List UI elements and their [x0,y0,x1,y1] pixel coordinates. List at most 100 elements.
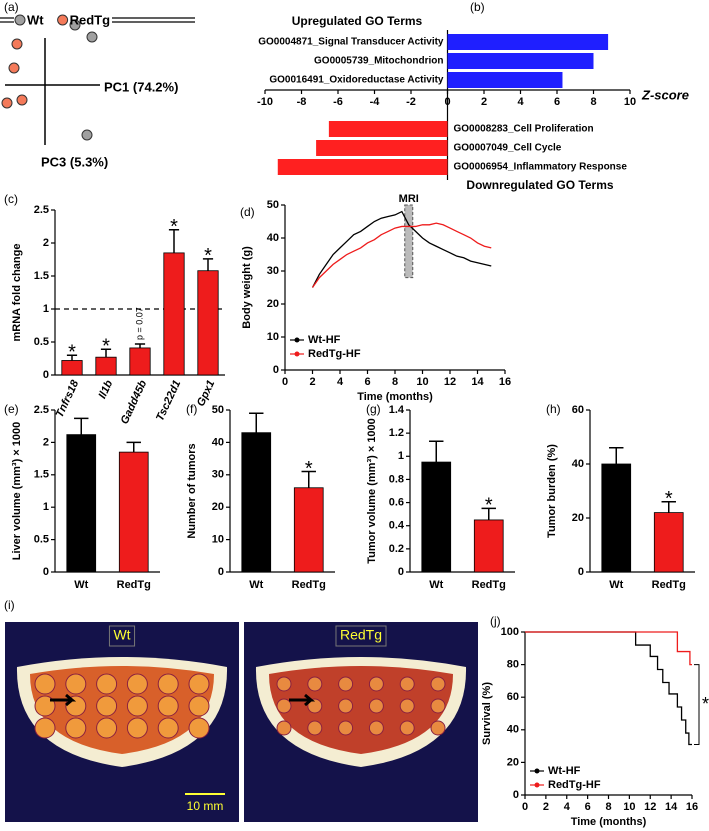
y-tick-label: 0 [218,566,224,578]
x-tick-label: 6 [364,376,370,388]
y-tick-label: 2.5 [34,204,49,216]
y-tick-label: 20 [212,501,224,513]
annotation: * [102,336,110,358]
y-tick-label: 1.2 [389,427,404,439]
y-tick-label: 0.5 [34,336,49,348]
point [1,97,13,109]
x-tick-label: Il1b [96,378,115,400]
error-bar [74,417,89,435]
legend-marker [534,768,540,774]
error-bar [202,258,214,271]
y-tick-label: 50 [267,199,279,211]
x-tick-label: 8 [392,376,398,388]
bar [197,270,219,376]
y-tick-label: 30 [212,469,224,481]
y-tick-label: 60 [507,691,519,703]
y-tick-label: 0 [578,566,584,578]
organ [307,676,323,692]
y-tick-label: 20 [507,756,519,768]
legend-label: Wt-HF [548,765,581,777]
organ [368,698,384,714]
organ [430,698,446,714]
y-axis-label: Survival (%) [481,682,493,745]
point [86,31,98,43]
label-box [335,625,387,647]
panel-label: (h) [546,402,561,416]
panel-label: (g) [366,402,381,416]
organ [338,698,354,714]
y-tick-label: 1.5 [34,270,49,282]
arrow [289,693,316,707]
annotation: * [204,245,212,267]
y-tick-label: 100 [501,626,519,638]
x-tick-label: -8 [297,96,307,108]
legend-label: RedTg [70,12,111,27]
annotation: * [702,694,709,714]
y-tick-label: 0.2 [389,543,404,555]
error-bar [481,507,496,520]
x-tick-label: Wt [429,579,443,591]
annotation: MRI [399,193,419,205]
label-box [108,625,136,647]
x-tick-label: 4 [517,96,524,108]
legend-label: RedTg-HF [548,779,601,791]
y-tick-label: 40 [212,436,224,448]
y-tick-label: 40 [572,458,584,470]
bar [316,140,448,156]
x-tick-label: -10 [257,96,273,108]
point [8,62,20,74]
bar [277,159,448,175]
error-bar [100,348,112,358]
error-bar [249,412,264,433]
organ [157,673,179,695]
bar [241,432,272,573]
x-tick-label: 16 [686,801,698,813]
y-tick-label: 0 [513,789,519,801]
bar [447,34,609,50]
y-tick-label: 1.5 [34,469,49,481]
x-axis-label: Time (months) [571,816,647,828]
x-tick-label: 4 [564,801,571,813]
annotation: * [68,341,76,363]
legend-marker [57,14,69,26]
y-axis-label: Tumor volume (mm³) × 1000 [366,418,378,564]
panel-label: (j) [490,614,501,628]
x-tick-label: Tsc22d1 [154,378,183,423]
error-bar [66,354,78,361]
x-axis-label: Z-score [641,87,689,102]
y-axis-label: Body weight (g) [241,246,253,329]
group-title: Downregulated GO Terms [466,178,613,192]
group-title: Upregulated GO Terms [292,14,423,28]
organ [126,673,148,695]
x-tick-label: 0 [522,801,528,813]
y-tick-label: 1.4 [389,404,405,416]
y-tick-label: 2.5 [34,404,49,416]
y-tick-label: 50 [212,404,224,416]
annotation: * [485,495,493,517]
bar [95,356,117,376]
x-tick-label: 12 [444,376,456,388]
category-label: GO0004871_Signal Transducer Activity [258,37,444,48]
y-tick-label: 80 [507,659,519,671]
error-bar [168,229,180,253]
organ [157,695,179,717]
point [69,19,81,31]
panel-label: (f) [186,402,197,416]
x-tick-label: RedTg [472,579,506,591]
organ [338,676,354,692]
legend-label: Wt-HF [308,334,341,346]
organ [276,676,292,692]
organ [368,676,384,692]
y-axis-label: PC3 (5.3%) [41,154,108,169]
category-label: GO0006954_Inflammatory Response [454,162,628,173]
category-label: GO0005739_Mitochondrion [314,56,443,67]
organ [126,695,148,717]
x-tick-label: 4 [337,376,344,388]
organ [338,720,354,736]
legend-marker [14,14,26,26]
legend-marker [294,351,300,357]
organ [96,673,118,695]
error-bar [134,343,146,348]
x-tick-label: 10 [624,96,636,108]
